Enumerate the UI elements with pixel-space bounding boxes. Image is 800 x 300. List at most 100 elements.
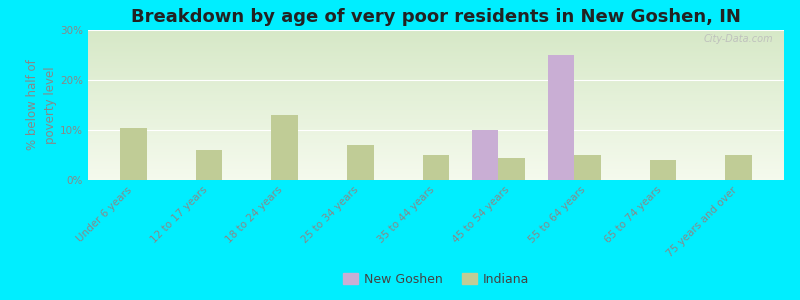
Bar <box>88 119 784 120</box>
Bar <box>88 128 784 129</box>
Bar <box>88 146 784 147</box>
Bar <box>88 166 784 167</box>
Bar <box>88 170 784 171</box>
Bar <box>88 99 784 100</box>
Bar <box>88 118 784 119</box>
Bar <box>88 129 784 130</box>
Bar <box>88 137 784 138</box>
Bar <box>422 155 450 180</box>
Bar <box>88 41 784 42</box>
Bar <box>88 78 784 79</box>
Bar <box>88 149 784 150</box>
Bar <box>88 110 784 111</box>
Bar <box>88 88 784 89</box>
Bar <box>88 134 784 135</box>
Bar <box>88 89 784 90</box>
Bar <box>88 151 784 152</box>
Bar <box>88 105 784 106</box>
Bar <box>88 160 784 161</box>
Y-axis label: % below half of
poverty level: % below half of poverty level <box>26 60 58 150</box>
Bar <box>88 72 784 73</box>
Bar <box>88 155 784 156</box>
Bar <box>88 69 784 70</box>
Bar <box>88 64 784 65</box>
Bar <box>88 133 784 134</box>
Bar <box>472 130 498 180</box>
Bar <box>88 171 784 172</box>
Bar <box>88 100 784 101</box>
Bar <box>88 156 784 157</box>
Bar <box>88 154 784 155</box>
Text: City-Data.com: City-Data.com <box>704 34 774 44</box>
Bar <box>88 42 784 43</box>
Bar <box>88 65 784 66</box>
Bar <box>88 57 784 58</box>
Bar <box>88 130 784 131</box>
Bar <box>88 172 784 173</box>
Bar <box>88 79 784 80</box>
Bar <box>88 173 784 174</box>
Bar <box>88 84 784 85</box>
Bar <box>88 103 784 104</box>
Bar <box>88 35 784 36</box>
Bar <box>88 118 784 119</box>
Bar <box>88 74 784 75</box>
Bar <box>88 113 784 114</box>
Bar <box>88 116 784 117</box>
Bar <box>88 117 784 118</box>
Bar <box>88 142 784 143</box>
Title: Breakdown by age of very poor residents in New Goshen, IN: Breakdown by age of very poor residents … <box>131 8 741 26</box>
Bar <box>88 67 784 68</box>
Bar <box>88 131 784 132</box>
Bar <box>88 177 784 178</box>
Bar <box>88 44 784 45</box>
Bar <box>196 150 222 180</box>
Bar <box>88 141 784 142</box>
Bar <box>88 85 784 86</box>
Bar <box>88 163 784 164</box>
Bar <box>88 140 784 141</box>
Bar <box>88 120 784 121</box>
Bar <box>88 37 784 38</box>
Bar <box>88 122 784 123</box>
Bar <box>88 145 784 146</box>
Bar <box>88 124 784 125</box>
Bar <box>88 93 784 94</box>
Bar <box>88 87 784 88</box>
Bar <box>88 160 784 161</box>
Bar <box>88 106 784 107</box>
Bar <box>88 80 784 81</box>
Bar <box>88 102 784 103</box>
Bar <box>88 100 784 101</box>
Bar <box>88 32 784 33</box>
Bar <box>88 70 784 71</box>
Bar <box>88 112 784 113</box>
Bar <box>88 109 784 110</box>
Bar <box>88 169 784 170</box>
Bar <box>88 82 784 83</box>
Bar <box>88 165 784 166</box>
Bar <box>88 175 784 176</box>
Bar <box>726 155 752 180</box>
Bar <box>88 91 784 92</box>
Bar <box>88 164 784 165</box>
Bar <box>347 145 374 180</box>
Bar <box>88 157 784 158</box>
Bar <box>88 138 784 139</box>
Bar <box>88 61 784 62</box>
Bar <box>88 158 784 159</box>
Bar <box>88 66 784 67</box>
Bar <box>88 162 784 163</box>
Bar <box>88 51 784 52</box>
Bar <box>88 125 784 126</box>
Bar <box>88 107 784 108</box>
Bar <box>88 81 784 82</box>
Bar <box>88 152 784 153</box>
Bar <box>88 132 784 133</box>
Bar <box>88 143 784 144</box>
Bar <box>88 92 784 93</box>
Bar <box>88 63 784 64</box>
Bar <box>88 85 784 86</box>
Bar <box>88 38 784 39</box>
Bar <box>547 55 574 180</box>
